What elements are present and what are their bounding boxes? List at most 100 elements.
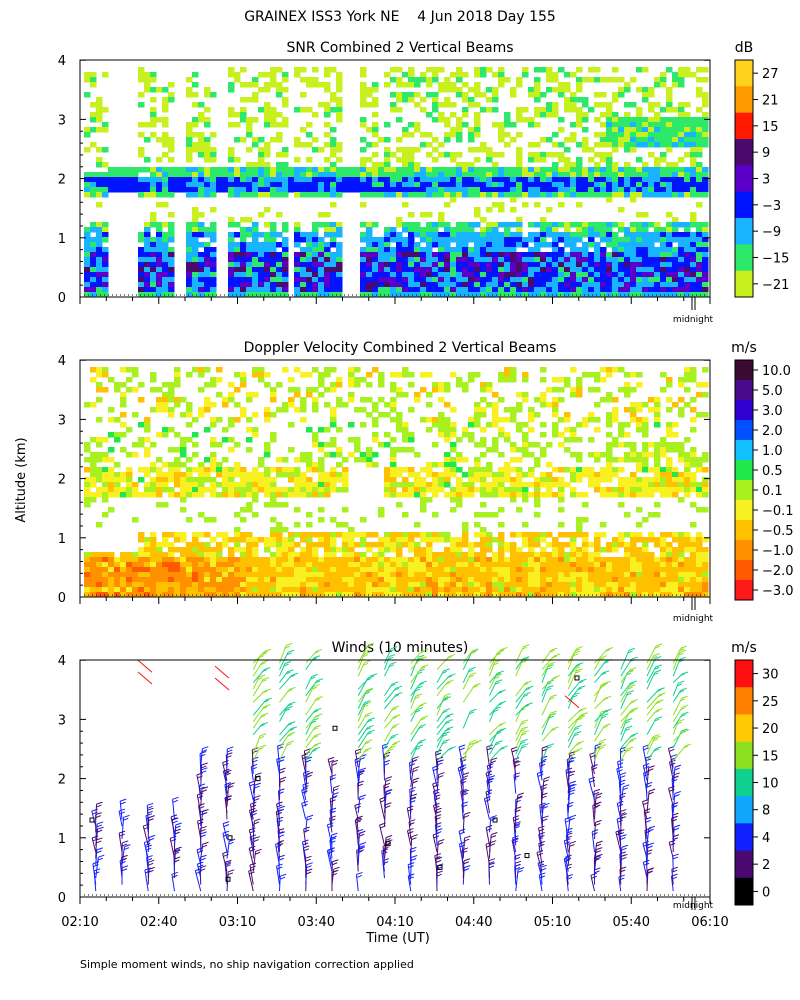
snr-cell [660,257,667,263]
snr-cell [468,232,475,238]
doppler-cell [408,547,415,553]
doppler-cell [600,452,607,458]
doppler-cell [354,577,361,583]
snr-cell [390,237,397,243]
snr-cell [528,252,535,258]
snr-cell [168,272,175,278]
doppler-cell [150,407,157,413]
doppler-cell [390,557,397,563]
doppler-cell [438,572,445,578]
snr-cell [258,277,265,283]
snr-cell [96,127,103,133]
snr-cell [90,267,97,273]
snr-cell [420,267,427,273]
snr-cell [90,222,97,228]
doppler-cell [324,532,331,538]
snr-cell [690,177,697,183]
snr-cell [84,172,91,178]
doppler-cell [114,492,121,498]
doppler-cell [234,587,241,593]
doppler-cell [480,547,487,553]
snr-cell [426,257,433,263]
snr-cell [642,267,649,273]
snr-cell [330,137,337,143]
snr-cell [318,262,325,268]
snr-cell [228,287,235,293]
snr-cell [618,117,625,123]
snr-cell [630,127,637,133]
doppler-cell [558,592,565,598]
doppler-cell [276,572,283,578]
snr-cell [594,142,601,148]
doppler-cell [582,532,589,538]
snr-cell [702,137,709,143]
snr-cell [156,227,163,233]
doppler-cell [342,472,349,478]
snr-cell [330,277,337,283]
doppler-cell [348,577,355,583]
snr-cell [438,252,445,258]
doppler-cell [414,532,421,538]
snr-cell [564,147,571,153]
snr-cell [198,222,205,228]
snr-cell [132,182,139,188]
snr-cell [696,292,703,298]
doppler-cell [132,572,139,578]
doppler-cell [336,402,343,408]
snr-cell [378,192,385,198]
snr-cell [468,262,475,268]
snr-cell [606,152,613,158]
snr-cell [684,132,691,138]
doppler-cell [372,587,379,593]
snr-cell [600,277,607,283]
doppler-cell [306,567,313,573]
doppler-cell [210,442,217,448]
snr-cell [546,232,553,238]
snr-cell [300,267,307,273]
doppler-cell [234,582,241,588]
snr-cell [666,257,673,263]
doppler-cell [510,572,517,578]
snr-cell [246,182,253,188]
snr-cell [552,272,559,278]
doppler-cell [618,592,625,598]
snr-cell [306,82,313,88]
doppler-cell [108,487,115,493]
doppler-cell [204,472,211,478]
doppler-cell [618,492,625,498]
doppler-cell [432,382,439,388]
snr-cell [228,147,235,153]
snr-cell [528,237,535,243]
snr-cell [276,152,283,158]
snr-cell [480,142,487,148]
snr-cell [96,182,103,188]
snr-cell [618,127,625,133]
snr-cell [672,122,679,128]
doppler-cell [240,487,247,493]
snr-cell [684,67,691,73]
doppler-cell [606,422,613,428]
doppler-cell [420,582,427,588]
snr-cell [648,252,655,258]
snr-cell [324,282,331,288]
doppler-cell [456,587,463,593]
doppler-cell [318,577,325,583]
doppler-cell [180,562,187,568]
snr-cell [330,187,337,193]
snr-cell [258,272,265,278]
doppler-cell [594,427,601,433]
doppler-cell [384,542,391,548]
snr-cell [606,112,613,118]
doppler-cell [126,377,133,383]
snr-cell [606,292,613,298]
snr-cell [402,182,409,188]
doppler-cell [480,412,487,418]
snr-cell [270,242,277,248]
snr-cell [660,262,667,268]
snr-cell [114,177,121,183]
snr-cell [150,222,157,228]
doppler-cell [150,572,157,578]
doppler-cell [240,372,247,378]
snr-cell [450,182,457,188]
snr-cell [198,212,205,218]
